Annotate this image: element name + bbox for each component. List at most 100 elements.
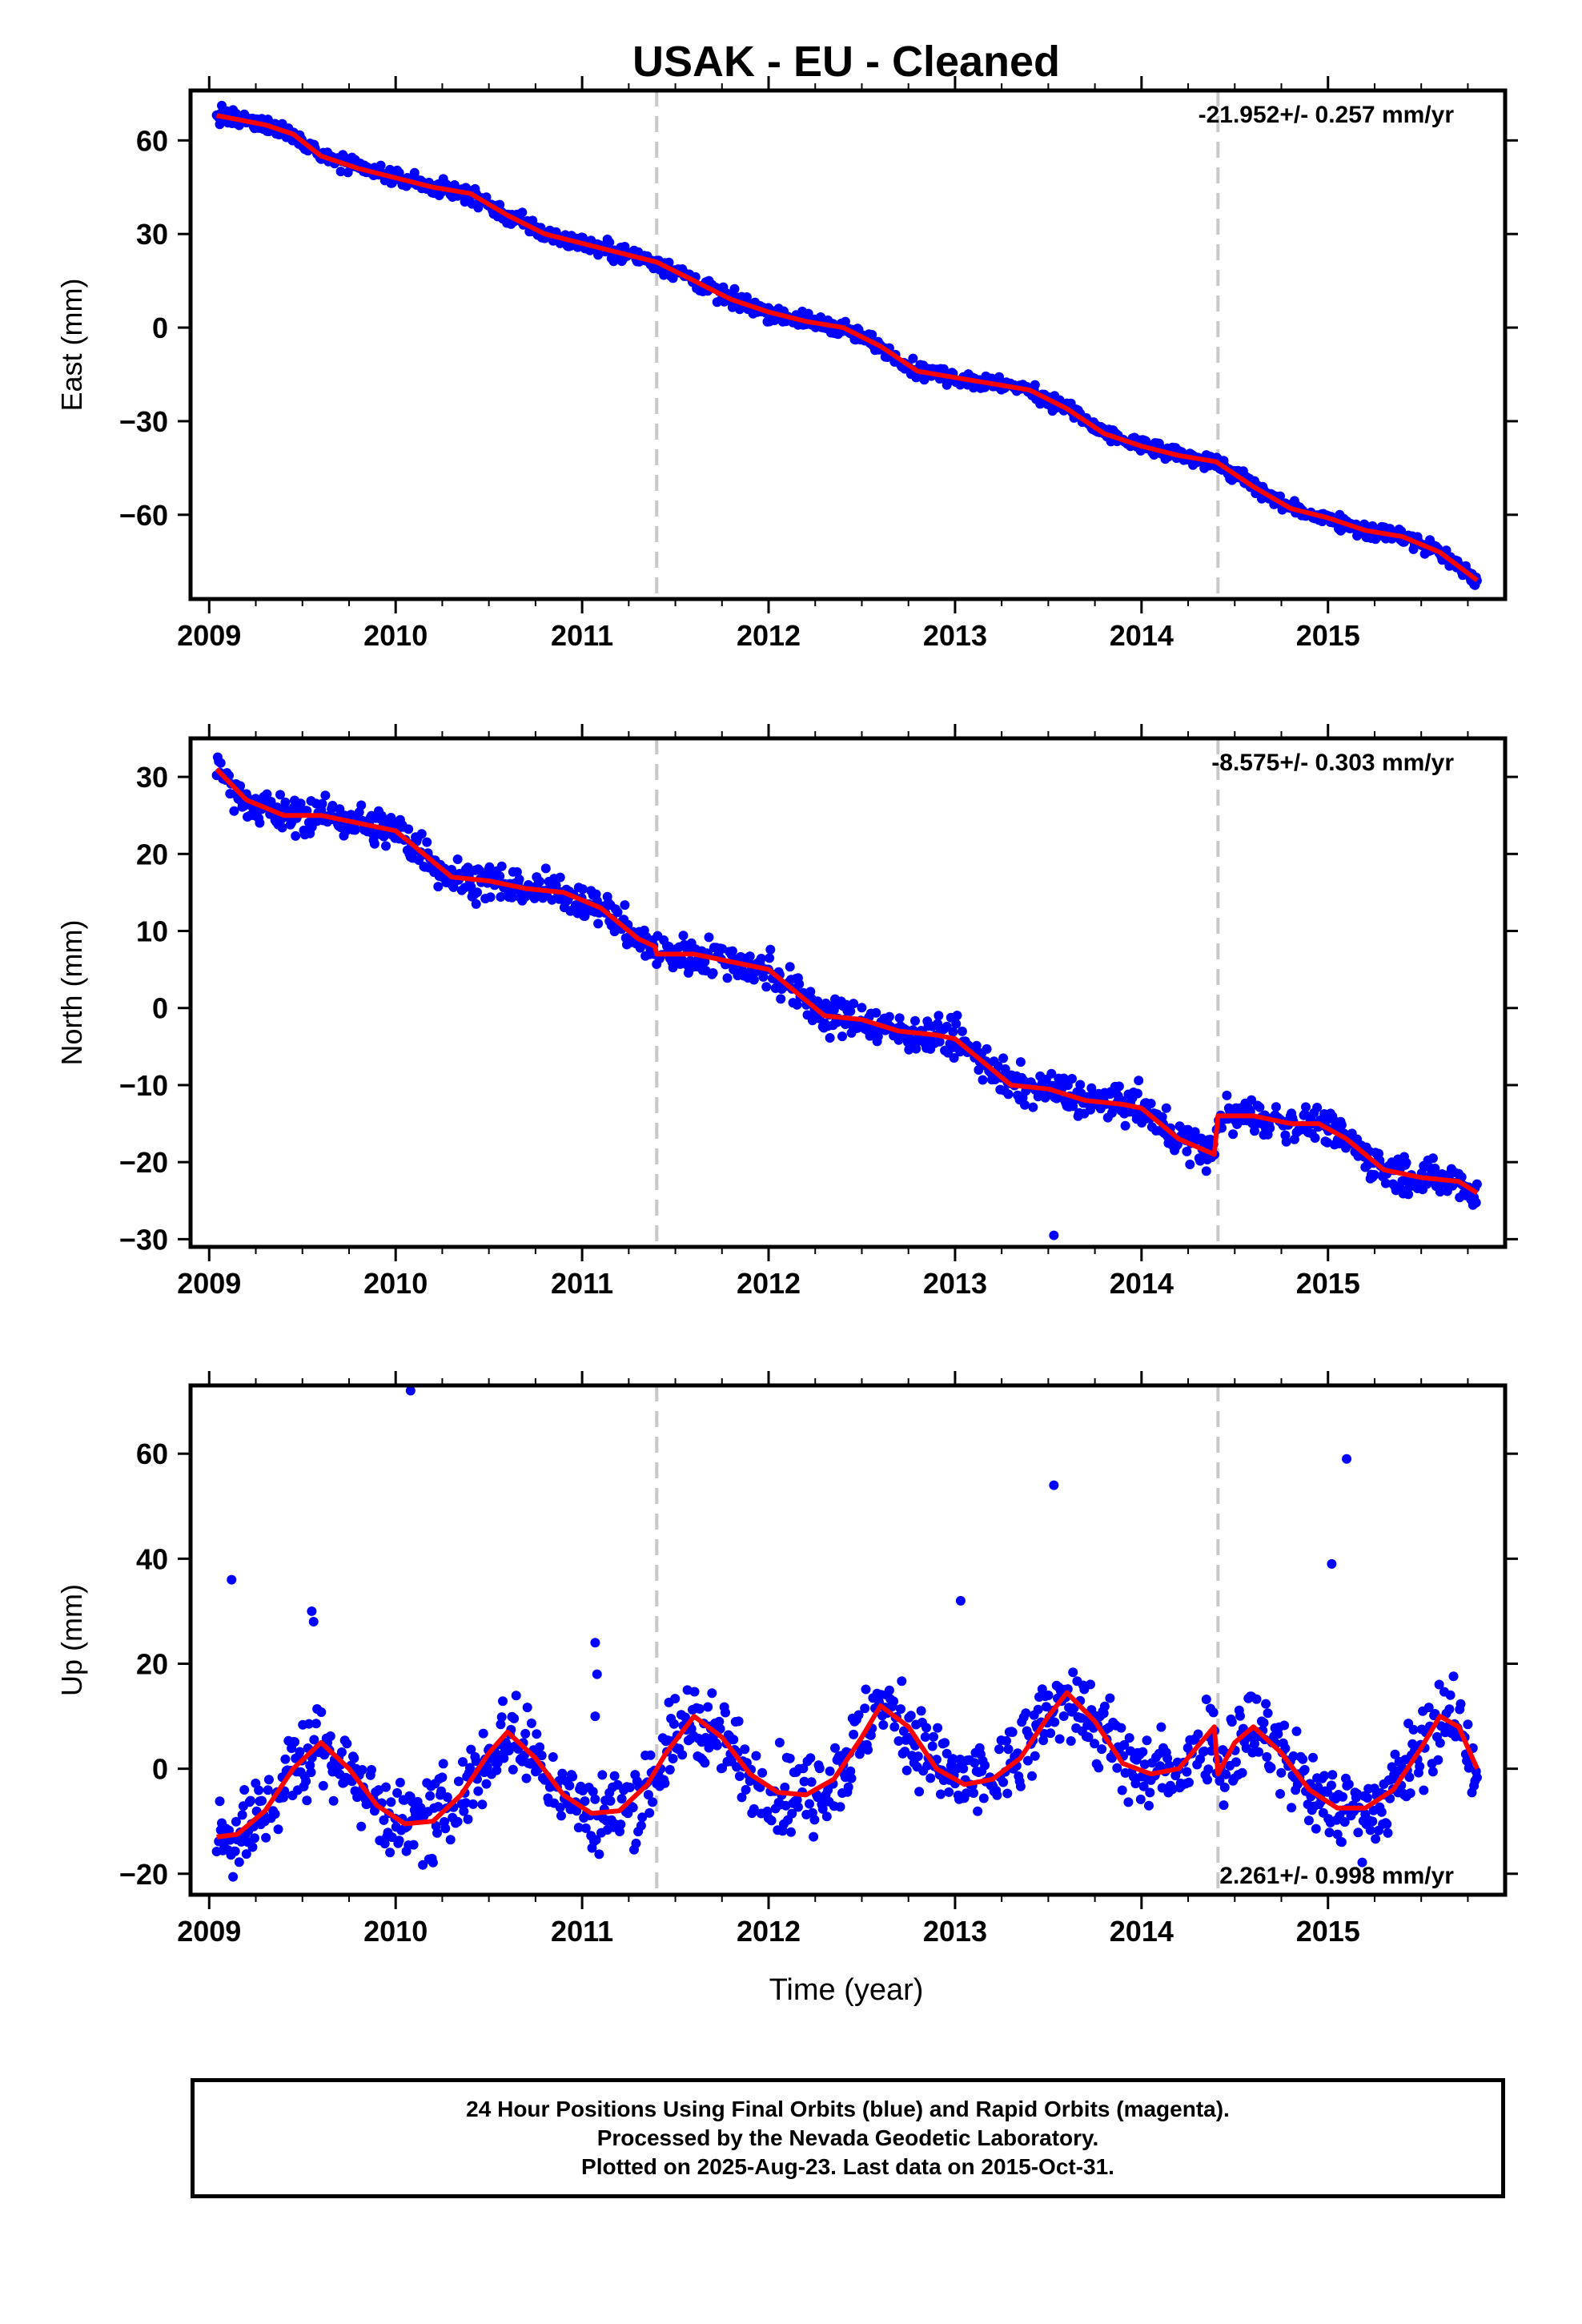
data-point-up-508 — [805, 1753, 816, 1763]
data-point-up-264 — [511, 1691, 521, 1701]
data-point-up-346 — [609, 1771, 620, 1781]
data-point-up-35 — [250, 1833, 259, 1844]
data-point-north-425 — [704, 932, 714, 943]
outlier-point-up-3 — [405, 1385, 416, 1396]
data-point-north-353 — [620, 900, 630, 911]
data-point-up-222 — [466, 1744, 476, 1755]
data-point-up-376 — [648, 1797, 657, 1807]
data-point-up-128 — [357, 1765, 367, 1775]
data-point-up-554 — [861, 1684, 871, 1695]
data-point-north-690 — [1015, 1057, 1026, 1068]
data-point-up-706 — [1046, 1728, 1056, 1739]
data-point-up-14 — [228, 1872, 239, 1882]
data-point-up-300 — [557, 1768, 568, 1779]
data-point-north-183 — [422, 837, 432, 847]
data-point-up-88 — [311, 1719, 321, 1729]
data-point-up-852 — [1227, 1717, 1237, 1727]
data-point-north-656 — [978, 1075, 988, 1085]
x-tick-label-east-2011: 2011 — [551, 619, 613, 652]
data-point-up-704 — [1043, 1691, 1054, 1700]
data-point-east-517 — [803, 308, 813, 319]
data-point-up-1041 — [1444, 1704, 1455, 1715]
data-point-up-215 — [459, 1806, 469, 1816]
points-up — [211, 1385, 1482, 1882]
data-point-up-405 — [681, 1712, 690, 1723]
data-point-up-807 — [1167, 1784, 1178, 1795]
rate-label-up: 2.261+/- 0.998 mm/yr — [1219, 1863, 1454, 1889]
data-point-north-702 — [1028, 1102, 1038, 1112]
data-point-up-93 — [318, 1780, 328, 1791]
data-point-up-31 — [245, 1795, 255, 1806]
data-point-up-904 — [1287, 1803, 1297, 1813]
data-point-up-359 — [628, 1803, 638, 1813]
data-point-up-455 — [734, 1771, 745, 1781]
data-point-north-167 — [404, 824, 414, 834]
data-point-up-372 — [643, 1790, 653, 1800]
data-point-north-118 — [350, 825, 360, 835]
data-point-north-1049 — [1435, 1187, 1445, 1197]
data-point-up-956 — [1343, 1779, 1354, 1790]
footer-line-2: Processed by the Nevada Geodetic Laborat… — [596, 2125, 1099, 2150]
data-point-up-567 — [878, 1720, 889, 1730]
data-point-up-777 — [1130, 1779, 1141, 1789]
data-point-up-995 — [1390, 1749, 1400, 1759]
data-point-up-713 — [1054, 1734, 1065, 1744]
data-point-up-766 — [1116, 1723, 1126, 1733]
data-point-up-439 — [717, 1763, 728, 1773]
data-point-up-449 — [729, 1735, 739, 1745]
data-point-up-882 — [1261, 1699, 1271, 1709]
data-point-up-84 — [306, 1767, 316, 1778]
data-point-up-617 — [940, 1738, 950, 1748]
data-point-up-668 — [1002, 1736, 1011, 1746]
data-point-up-816 — [1182, 1767, 1192, 1777]
y-tick-label-north--10: −10 — [119, 1069, 168, 1102]
y-tick-label-east--30: −30 — [119, 405, 168, 438]
data-point-north-578 — [884, 1011, 894, 1022]
data-point-up-427 — [704, 1743, 714, 1753]
data-point-up-873 — [1251, 1694, 1262, 1704]
y-tick-label-up-40: 40 — [136, 1542, 168, 1575]
x-tick-label-up-2011: 2011 — [551, 1915, 613, 1948]
data-point-north-421 — [700, 956, 710, 967]
data-point-up-294 — [548, 1752, 558, 1762]
data-point-up-610 — [933, 1723, 943, 1733]
data-point-north-263 — [512, 866, 522, 877]
data-point-up-518 — [817, 1803, 828, 1814]
data-point-up-684 — [1021, 1708, 1031, 1719]
y-tick-label-east-0: 0 — [152, 312, 168, 344]
data-point-up-772 — [1124, 1733, 1134, 1743]
data-point-north-147 — [381, 841, 391, 851]
data-point-up-926 — [1311, 1823, 1321, 1834]
data-point-north-904 — [1265, 1123, 1275, 1133]
data-point-north-402 — [678, 931, 689, 941]
data-point-up-522 — [821, 1811, 832, 1822]
data-point-up-624 — [948, 1754, 958, 1764]
data-point-up-68 — [290, 1737, 299, 1747]
data-point-north-247 — [495, 871, 505, 882]
data-point-up-161 — [394, 1835, 404, 1846]
data-point-up-306 — [564, 1780, 575, 1791]
data-point-up-669 — [1002, 1788, 1013, 1799]
data-point-up-1042 — [1445, 1690, 1456, 1700]
data-point-up-826 — [1193, 1729, 1203, 1739]
y-tick-label-north-10: 10 — [136, 915, 168, 948]
data-point-up-175 — [408, 1839, 419, 1850]
data-point-north-908 — [1271, 1102, 1281, 1112]
data-point-north-602 — [910, 1015, 920, 1026]
data-point-up-283 — [535, 1742, 545, 1752]
data-point-up-426 — [703, 1702, 713, 1712]
data-point-north-742 — [1075, 1080, 1086, 1090]
data-point-north-546 — [849, 999, 859, 1009]
data-point-up-200 — [437, 1772, 448, 1783]
data-point-up-919 — [1303, 1815, 1314, 1826]
data-point-up-729 — [1076, 1713, 1086, 1723]
data-point-north-281 — [535, 876, 545, 887]
data-point-up-579 — [893, 1736, 904, 1746]
data-point-north-944 — [1312, 1103, 1323, 1112]
data-point-up-906 — [1288, 1751, 1299, 1761]
data-point-east-603 — [908, 353, 918, 364]
data-point-up-859 — [1235, 1711, 1245, 1721]
data-point-north-231 — [474, 865, 484, 875]
data-point-up-162 — [395, 1777, 405, 1787]
data-point-up-350 — [616, 1819, 626, 1830]
